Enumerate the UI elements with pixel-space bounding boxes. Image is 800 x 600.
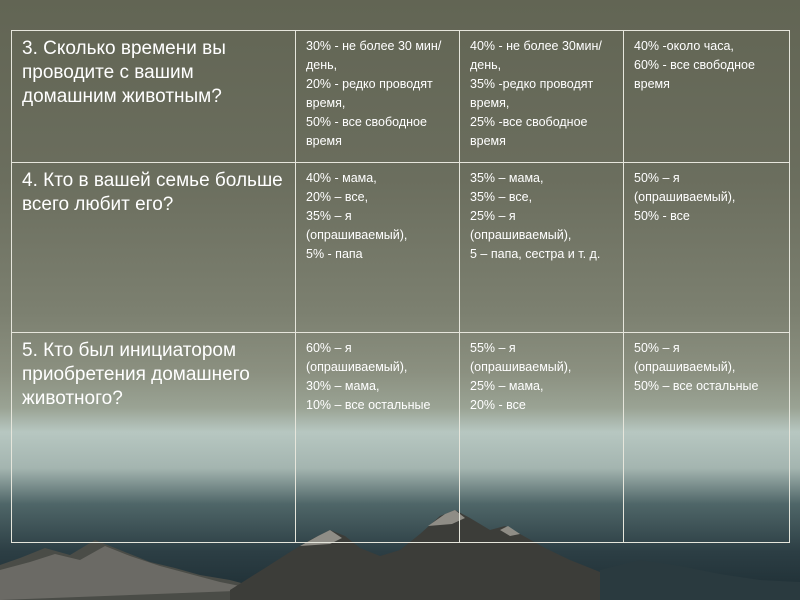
answer-cell: 40% -около часа, 60% - все свободное вре…: [623, 30, 790, 163]
question-cell: 3. Сколько времени вы проводите с вашим …: [11, 30, 296, 163]
answer-line: 60% – я (опрашиваемый),: [306, 341, 408, 374]
answer-line: 30% - не более 30 мин/день,: [306, 39, 442, 72]
answer-line: 20% - все: [470, 398, 526, 412]
answer-line: 25% – мама,: [470, 379, 544, 393]
answer-line: 10% – все остальные: [306, 398, 431, 412]
answer-line: 5% - папа: [306, 247, 363, 261]
answer-line: 35% – я (опрашиваемый),: [306, 209, 408, 242]
table-row: 3. Сколько времени вы проводите с вашим …: [11, 30, 790, 163]
question-cell: 4. Кто в вашей семье больше всего любит …: [11, 162, 296, 333]
answer-line: 30% – мама,: [306, 379, 380, 393]
answer-line: 50% - все: [634, 209, 690, 223]
answer-line: 50% – я (опрашиваемый),: [634, 341, 736, 374]
answer-cell: 60% – я (опрашиваемый), 30% – мама, 10% …: [295, 332, 460, 543]
survey-table: 3. Сколько времени вы проводите с вашим …: [11, 30, 790, 543]
answer-line: 40% - не более 30мин/день,: [470, 39, 602, 72]
answer-line: 25% – я (опрашиваемый),: [470, 209, 572, 242]
answer-line: 55% – я (опрашиваемый),: [470, 341, 572, 374]
answer-line: 50% – я (опрашиваемый),: [634, 171, 736, 204]
answer-line: 40% - мама,: [306, 171, 377, 185]
answer-line: 60% - все свободное время: [634, 58, 755, 91]
answer-line: 50% – все остальные: [634, 379, 759, 393]
table-row: 5. Кто был инициатором приобретения дома…: [11, 332, 790, 543]
answer-cell: 30% - не более 30 мин/день, 20% - редко …: [295, 30, 460, 163]
answer-line: 35% -редко проводят время,: [470, 77, 594, 110]
answer-line: 20% - редко проводят время,: [306, 77, 433, 110]
answer-line: 25% -все свободное время: [470, 115, 588, 148]
answer-cell: 35% – мама, 35% – все, 25% – я (опрашива…: [459, 162, 624, 333]
answer-cell: 50% – я (опрашиваемый), 50% – все осталь…: [623, 332, 790, 543]
answer-line: 35% – все,: [470, 190, 533, 204]
question-cell: 5. Кто был инициатором приобретения дома…: [11, 332, 296, 543]
answer-cell: 40% - не более 30мин/день, 35% -редко пр…: [459, 30, 624, 163]
answer-line: 40% -около часа,: [634, 39, 734, 53]
answer-cell: 50% – я (опрашиваемый), 50% - все: [623, 162, 790, 333]
answer-line: 20% – все,: [306, 190, 369, 204]
answer-line: 50% - все свободное время: [306, 115, 427, 148]
answer-cell: 55% – я (опрашиваемый), 25% – мама, 20% …: [459, 332, 624, 543]
answer-line: 5 – папа, сестра и т. д.: [470, 247, 601, 261]
answer-cell: 40% - мама, 20% – все, 35% – я (опрашива…: [295, 162, 460, 333]
answer-line: 35% – мама,: [470, 171, 544, 185]
mountain-range-background: [0, 510, 800, 600]
table-row: 4. Кто в вашей семье больше всего любит …: [11, 162, 790, 333]
